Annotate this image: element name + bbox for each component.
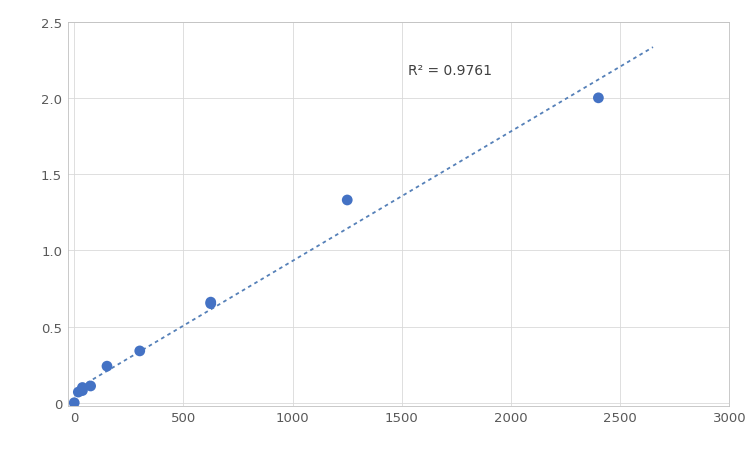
Point — [77, 384, 89, 391]
Point — [134, 348, 146, 355]
Point — [205, 299, 217, 306]
Point — [101, 363, 113, 370]
Point — [77, 387, 89, 394]
Text: R² = 0.9761: R² = 0.9761 — [408, 64, 493, 78]
Point — [72, 389, 84, 396]
Point — [84, 382, 96, 390]
Point — [68, 399, 80, 406]
Point — [341, 197, 353, 204]
Point — [593, 95, 605, 102]
Point — [205, 300, 217, 308]
